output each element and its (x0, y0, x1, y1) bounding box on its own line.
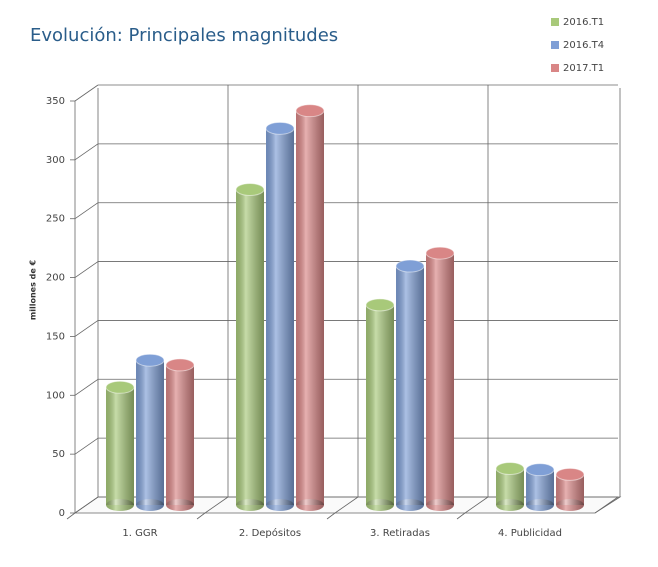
bar-shade (136, 360, 164, 505)
y-tick-label: 250 (46, 214, 65, 225)
bar-top (525, 463, 555, 477)
y-tick-label: 350 (46, 96, 65, 107)
grid-line (74, 202, 99, 220)
bar-top (165, 358, 195, 372)
bar-top (495, 462, 525, 476)
x-tick (326, 512, 336, 520)
legend-swatch (551, 64, 559, 72)
bar (265, 121, 295, 511)
chart-title: Evolución: Principales magnitudes (30, 25, 338, 46)
bar (165, 358, 195, 511)
bar (555, 467, 585, 511)
x-tick (66, 512, 76, 520)
divider (204, 496, 229, 514)
y-tick-label: 300 (46, 155, 65, 166)
grid-line (74, 84, 99, 102)
x-tick-label: 2. Depósitos (239, 527, 301, 539)
bar (235, 183, 265, 511)
y-tick-label: 150 (46, 331, 65, 342)
bar-shade (166, 364, 194, 505)
bar-top (295, 104, 325, 118)
bar (525, 463, 555, 511)
grid-line (74, 320, 99, 337)
bar (425, 246, 455, 511)
bar (105, 380, 135, 511)
bar-shade (426, 253, 454, 505)
grid-line (74, 437, 99, 455)
y-tick-label: 100 (46, 390, 65, 401)
bar (135, 353, 165, 511)
bar-top (135, 353, 165, 367)
legend-label: 2016.T1 (563, 17, 604, 28)
bar-shade (366, 304, 394, 505)
bar-top (395, 259, 425, 273)
x-tick-label: 1. GGR (122, 528, 157, 539)
y-tick-label: 0 (59, 508, 65, 519)
y-axis-label: millones de € (29, 259, 38, 320)
bar-top (105, 380, 135, 394)
bar-shade (296, 110, 324, 506)
legend-swatch (551, 18, 559, 26)
legend-swatch (551, 41, 559, 49)
bar-top (365, 298, 395, 312)
divider (464, 496, 489, 514)
x-tick-label: 3. Retiradas (370, 528, 430, 539)
grid-line (74, 261, 99, 278)
bar (295, 104, 325, 511)
y-tick-label: 50 (52, 449, 65, 460)
bar-shade (396, 266, 424, 505)
bar-top (265, 121, 295, 135)
y-tick-label: 200 (46, 273, 65, 284)
x-tick (456, 512, 466, 520)
legend-label: 2017.T1 (563, 63, 604, 74)
x-tick-label: 4. Publicidad (498, 528, 562, 539)
legend-label: 2016.T4 (563, 40, 604, 51)
divider (594, 496, 619, 514)
bar (495, 462, 525, 511)
grid-line (74, 143, 99, 161)
bar-top (425, 246, 455, 260)
bar-shade (106, 387, 134, 505)
grid-line (74, 378, 99, 396)
bar (395, 259, 425, 511)
divider (334, 496, 359, 514)
bar (365, 298, 395, 511)
bar-shade (266, 128, 294, 506)
grid-line (74, 496, 99, 514)
bar-top (235, 183, 265, 197)
x-tick (196, 512, 206, 520)
bar-top (555, 467, 585, 481)
bar-shade (236, 189, 264, 506)
